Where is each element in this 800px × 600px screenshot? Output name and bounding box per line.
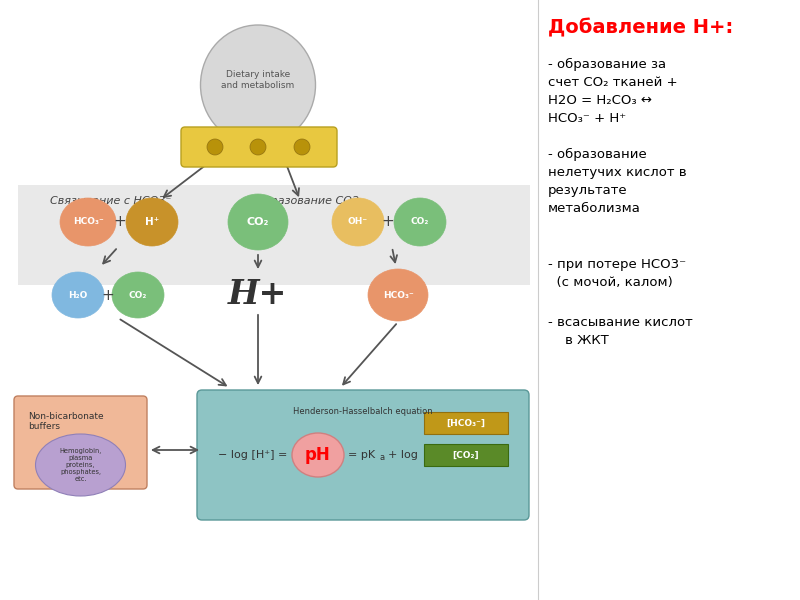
Text: Hemoglobin,
plasma
proteins,
phosphates,
etc.: Hemoglobin, plasma proteins, phosphates,… [59, 448, 102, 482]
FancyBboxPatch shape [181, 127, 337, 167]
Text: метаболизма: метаболизма [548, 202, 641, 215]
Text: HCO₃⁻: HCO₃⁻ [73, 217, 103, 226]
Text: H2O = H₂CO₃ ↔: H2O = H₂CO₃ ↔ [548, 94, 652, 107]
FancyBboxPatch shape [14, 396, 147, 489]
Ellipse shape [332, 198, 384, 246]
Text: Henderson-Hasselbalch equation: Henderson-Hasselbalch equation [293, 407, 433, 416]
Text: - образование за: - образование за [548, 58, 666, 71]
Text: HCO₃⁻ + H⁺: HCO₃⁻ + H⁺ [548, 112, 626, 125]
Circle shape [207, 139, 223, 155]
Text: H+: H+ [228, 278, 288, 311]
FancyBboxPatch shape [424, 412, 508, 434]
Text: Dietary intake
and metabolism: Dietary intake and metabolism [222, 70, 294, 89]
Text: HCO₃⁻: HCO₃⁻ [382, 290, 414, 299]
Ellipse shape [292, 433, 344, 477]
Ellipse shape [394, 198, 446, 246]
Text: − log [H⁺] =: − log [H⁺] = [218, 450, 287, 460]
Text: Связывание с НСО3⁻: Связывание с НСО3⁻ [50, 196, 171, 206]
Text: в ЖКТ: в ЖКТ [548, 334, 609, 347]
Text: CO₂: CO₂ [247, 217, 269, 227]
Text: (с мочой, калом): (с мочой, калом) [548, 276, 673, 289]
Text: нелетучих кислот в: нелетучих кислот в [548, 166, 686, 179]
Text: CO₂: CO₂ [411, 217, 429, 226]
FancyBboxPatch shape [424, 444, 508, 466]
Circle shape [294, 139, 310, 155]
Ellipse shape [60, 198, 116, 246]
Text: Non-bicarbonate
buffers: Non-bicarbonate buffers [28, 412, 104, 431]
Text: +: + [102, 287, 114, 302]
Text: - при потере НСО3⁻: - при потере НСО3⁻ [548, 258, 686, 271]
Text: = pK: = pK [348, 450, 375, 460]
Ellipse shape [35, 434, 126, 496]
Text: H⁺: H⁺ [145, 217, 159, 227]
Text: +: + [382, 214, 394, 229]
Ellipse shape [228, 194, 288, 250]
Ellipse shape [52, 272, 104, 318]
Text: pH: pH [305, 446, 331, 464]
FancyBboxPatch shape [197, 390, 529, 520]
Text: - всасывание кислот: - всасывание кислот [548, 316, 693, 329]
Circle shape [250, 139, 266, 155]
Text: Добавление Н+:: Добавление Н+: [548, 18, 734, 37]
Ellipse shape [126, 198, 178, 246]
Text: счет CO₂ тканей +: счет CO₂ тканей + [548, 76, 678, 89]
Text: a: a [380, 454, 385, 463]
Ellipse shape [112, 272, 164, 318]
Ellipse shape [201, 25, 315, 145]
Ellipse shape [368, 269, 428, 321]
Text: - образование: - образование [548, 148, 646, 161]
Text: +: + [114, 214, 126, 229]
Text: [HCO₃⁻]: [HCO₃⁻] [446, 419, 486, 427]
Text: OH⁻: OH⁻ [348, 217, 368, 226]
Text: результате: результате [548, 184, 628, 197]
Text: [CO₂]: [CO₂] [453, 451, 479, 460]
Text: H₂O: H₂O [68, 290, 88, 299]
Text: Образование СО2: Образование СО2 [255, 196, 359, 206]
Bar [18, 185, 530, 285]
Text: CO₂: CO₂ [129, 290, 147, 299]
Text: + log: + log [388, 450, 418, 460]
